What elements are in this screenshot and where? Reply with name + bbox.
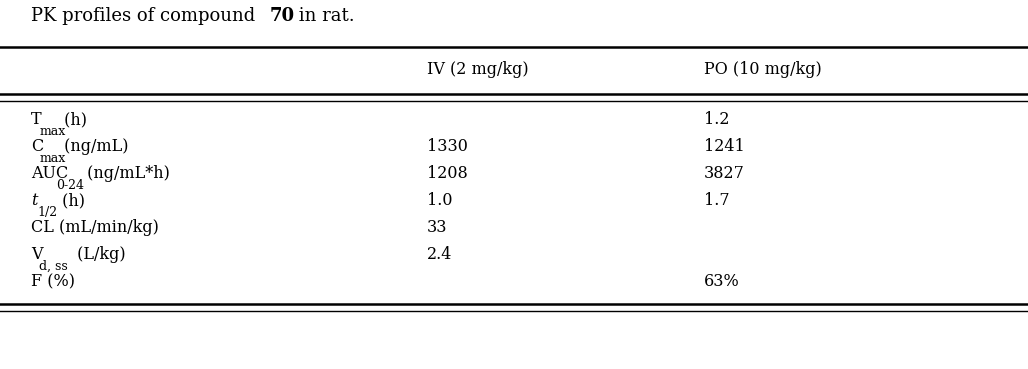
Text: CL (mL/min/kg): CL (mL/min/kg) <box>31 219 158 236</box>
Text: (h): (h) <box>59 111 86 128</box>
Text: 1.0: 1.0 <box>427 192 452 209</box>
Text: 70: 70 <box>270 7 295 25</box>
Text: (h): (h) <box>57 192 84 209</box>
Text: d, ss: d, ss <box>39 260 68 273</box>
Text: V: V <box>31 246 42 263</box>
Text: PK profiles of compound: PK profiles of compound <box>31 7 261 25</box>
Text: 33: 33 <box>427 219 447 236</box>
Text: t: t <box>31 192 37 209</box>
Text: max: max <box>39 152 66 165</box>
Text: PO (10 mg/kg): PO (10 mg/kg) <box>704 61 822 78</box>
Text: max: max <box>39 125 66 138</box>
Text: IV (2 mg/kg): IV (2 mg/kg) <box>427 61 528 78</box>
Text: (ng/mL*h): (ng/mL*h) <box>81 165 170 182</box>
Text: C: C <box>31 138 43 155</box>
Text: (ng/mL): (ng/mL) <box>59 138 128 155</box>
Text: 1.2: 1.2 <box>704 111 730 128</box>
Text: 1208: 1208 <box>427 165 468 182</box>
Text: F (%): F (%) <box>31 273 75 290</box>
Text: 2.4: 2.4 <box>427 246 452 263</box>
Text: 0-24: 0-24 <box>56 179 83 192</box>
Text: in rat.: in rat. <box>293 7 355 25</box>
Text: (L/kg): (L/kg) <box>72 246 125 263</box>
Text: AUC: AUC <box>31 165 68 182</box>
Text: 63%: 63% <box>704 273 740 290</box>
Text: 3827: 3827 <box>704 165 745 182</box>
Text: T: T <box>31 111 41 128</box>
Text: 1241: 1241 <box>704 138 745 155</box>
Text: 1330: 1330 <box>427 138 468 155</box>
Text: 1/2: 1/2 <box>37 206 58 219</box>
Text: 1.7: 1.7 <box>704 192 730 209</box>
